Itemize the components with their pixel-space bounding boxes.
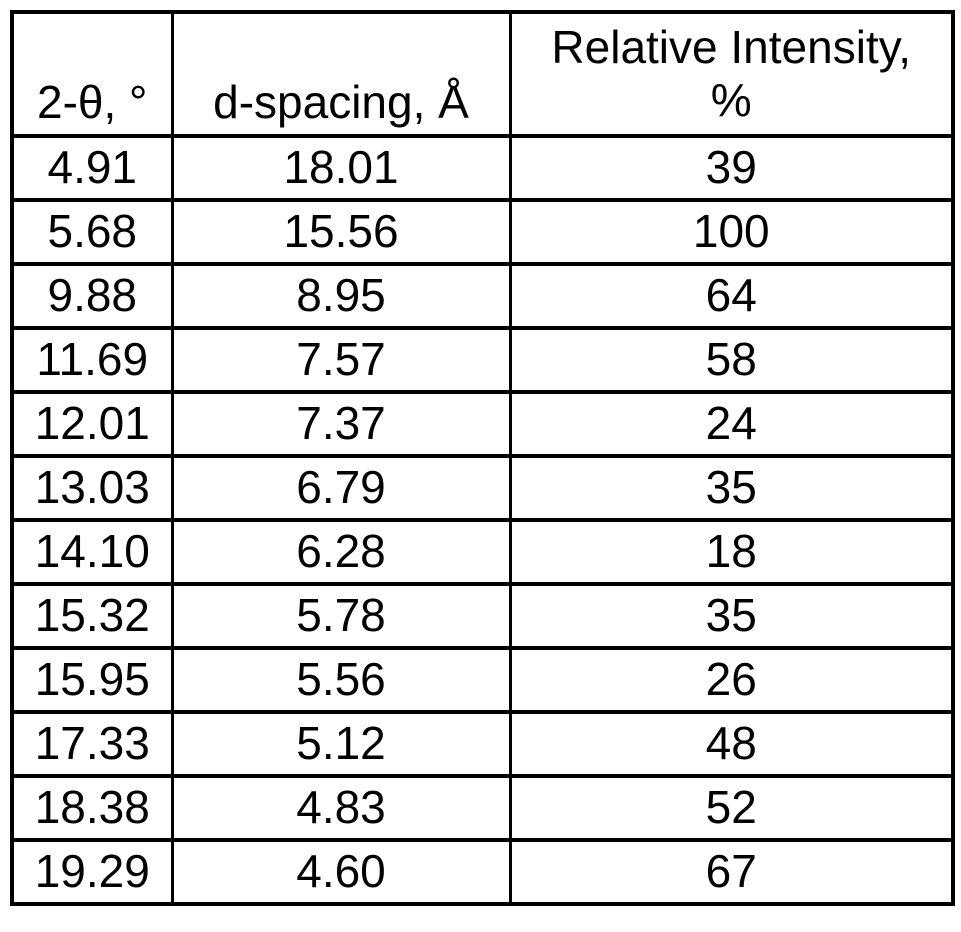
table-cell: 67 xyxy=(508,838,955,906)
table-cell: 35 xyxy=(508,582,955,650)
table-cell: 4.91 xyxy=(10,134,174,202)
table-header: 2-θ, ° d-spacing, Å Relative Intensity, … xyxy=(10,10,955,138)
table-row: 11.69 7.57 58 xyxy=(10,326,955,394)
table-row: 9.88 8.95 64 xyxy=(10,262,955,330)
table-cell: 18.38 xyxy=(10,774,174,842)
header-row: 2-θ, ° d-spacing, Å Relative Intensity, … xyxy=(10,10,955,138)
column-header-relative-intensity: Relative Intensity, % xyxy=(508,10,955,138)
table-cell: 48 xyxy=(508,710,955,778)
table-cell: 24 xyxy=(508,390,955,458)
table-cell: 6.79 xyxy=(170,454,512,522)
column-header-d-spacing: d-spacing, Å xyxy=(170,10,512,138)
table-cell: 58 xyxy=(508,326,955,394)
table-cell: 39 xyxy=(508,134,955,202)
table-cell: 4.60 xyxy=(170,838,512,906)
table-cell: 18 xyxy=(508,518,955,586)
table-cell: 15.32 xyxy=(10,582,174,650)
table-cell: 64 xyxy=(508,262,955,330)
table-cell: 18.01 xyxy=(170,134,512,202)
table-row: 12.01 7.37 24 xyxy=(10,390,955,458)
table-row: 4.91 18.01 39 xyxy=(10,134,955,202)
table-cell: 4.83 xyxy=(170,774,512,842)
table-cell: 12.01 xyxy=(10,390,174,458)
table-cell: 7.37 xyxy=(170,390,512,458)
table-cell: 5.56 xyxy=(170,646,512,714)
table-cell: 17.33 xyxy=(10,710,174,778)
table-row: 15.32 5.78 35 xyxy=(10,582,955,650)
column-header-relative-intensity-line1: Relative Intensity, xyxy=(551,20,912,73)
table-cell: 5.78 xyxy=(170,582,512,650)
column-header-relative-intensity-line2: % xyxy=(710,74,752,126)
table-cell: 9.88 xyxy=(10,262,174,330)
table-cell: 5.12 xyxy=(170,710,512,778)
table-cell: 8.95 xyxy=(170,262,512,330)
table-row: 18.38 4.83 52 xyxy=(10,774,955,842)
table-cell: 19.29 xyxy=(10,838,174,906)
table-cell: 52 xyxy=(508,774,955,842)
table-cell: 7.57 xyxy=(170,326,512,394)
table-cell: 11.69 xyxy=(10,326,174,394)
table-row: 15.95 5.56 26 xyxy=(10,646,955,714)
table-row: 14.10 6.28 18 xyxy=(10,518,955,586)
table-cell: 100 xyxy=(508,198,955,266)
table-row: 5.68 15.56 100 xyxy=(10,198,955,266)
table-cell: 15.56 xyxy=(170,198,512,266)
table-row: 19.29 4.60 67 xyxy=(10,838,955,906)
table-cell: 5.68 xyxy=(10,198,174,266)
table-cell: 35 xyxy=(508,454,955,522)
table-cell: 6.28 xyxy=(170,518,512,586)
xrd-data-table: 2-θ, ° d-spacing, Å Relative Intensity, … xyxy=(10,10,955,906)
table-row: 17.33 5.12 48 xyxy=(10,710,955,778)
table-body: 4.91 18.01 39 5.68 15.56 100 9.88 8.95 64 11.69 7.… xyxy=(10,134,955,906)
table-row: 13.03 6.79 35 xyxy=(10,454,955,522)
table-cell: 14.10 xyxy=(10,518,174,586)
table-cell: 13.03 xyxy=(10,454,174,522)
table-cell: 26 xyxy=(508,646,955,714)
table-cell: 15.95 xyxy=(10,646,174,714)
column-header-2theta: 2-θ, ° xyxy=(10,10,174,138)
